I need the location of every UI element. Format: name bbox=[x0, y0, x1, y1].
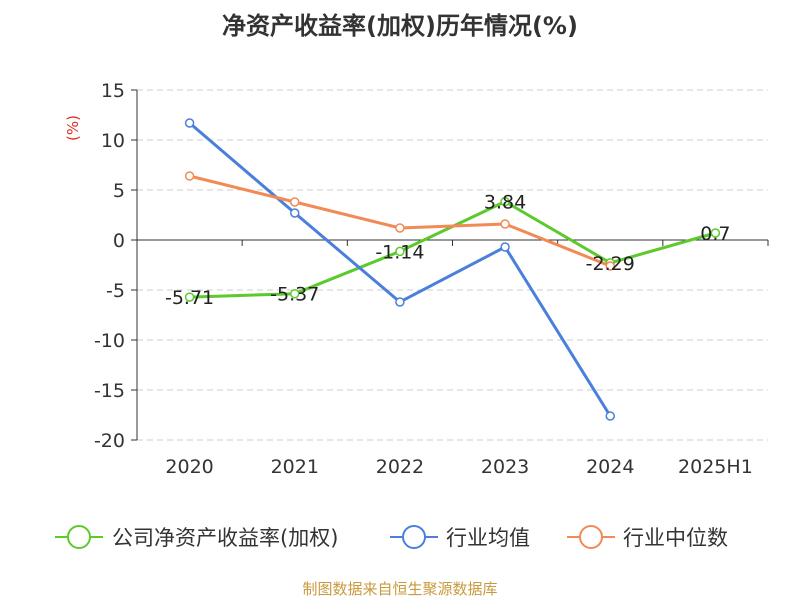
x-tick-label: 2020 bbox=[165, 456, 213, 478]
data-point-0 bbox=[184, 292, 195, 302]
y-tick-label: -15 bbox=[94, 380, 125, 402]
series-line-0 bbox=[189, 199, 716, 299]
data-point-0 bbox=[500, 196, 510, 207]
legend-marker bbox=[67, 525, 91, 549]
y-tick-label: 10 bbox=[101, 130, 125, 152]
y-tick-label: -5 bbox=[106, 280, 125, 302]
y-axis-label: (%) bbox=[64, 115, 82, 141]
data-point-2 bbox=[605, 261, 615, 271]
data-point-0 bbox=[395, 246, 405, 257]
x-tick-label: 2022 bbox=[376, 456, 424, 478]
legend-label: 行业中位数 bbox=[623, 526, 728, 550]
data-label: -5.71 bbox=[165, 287, 214, 309]
source-footer: 制图数据来自恒生聚源数据库 bbox=[302, 580, 498, 598]
x-tick-label: 2024 bbox=[586, 456, 634, 478]
legend-label: 行业均值 bbox=[446, 526, 530, 550]
legend: 公司净资产收益率(加权) 行业均值 行业中位数 bbox=[55, 525, 728, 550]
y-tick-label: 5 bbox=[113, 180, 125, 202]
grid-lines bbox=[137, 89, 768, 441]
x-tick-label: 2023 bbox=[481, 456, 529, 478]
data-point-2 bbox=[395, 223, 405, 233]
x-tick-label: 2025H1 bbox=[678, 456, 753, 478]
legend-item: 行业中位数 bbox=[567, 525, 728, 550]
data-labels: -5.71 -5.37 -1.14 3.84 -2.29 0.7 bbox=[165, 192, 731, 310]
legend-marker bbox=[579, 525, 603, 549]
y-tick-label: -10 bbox=[94, 330, 125, 352]
axes: 15 10 5 0 -5 -10 -15 -20 2020 2021 2022 2023 2024 202… bbox=[94, 80, 769, 478]
y-tick-label: 0 bbox=[113, 230, 125, 252]
data-point-1 bbox=[290, 208, 300, 218]
data-point-1 bbox=[500, 242, 510, 252]
y-tick-label: 15 bbox=[101, 80, 125, 102]
legend-item: 行业均值 bbox=[390, 525, 530, 550]
data-label: 0.7 bbox=[700, 223, 730, 245]
legend-item: 公司净资产收益率(加权) bbox=[55, 525, 338, 550]
data-point-0 bbox=[710, 228, 721, 238]
data-label: 3.84 bbox=[484, 192, 526, 214]
legend-label: 公司净资产收益率(加权) bbox=[112, 526, 338, 550]
series-lines bbox=[184, 118, 721, 421]
data-label: -2.29 bbox=[586, 253, 635, 275]
series-line-1 bbox=[188, 121, 612, 417]
data-point-2 bbox=[184, 171, 195, 181]
data-label: -1.14 bbox=[375, 241, 424, 263]
data-point-2 bbox=[500, 219, 510, 229]
y-tick-label: -20 bbox=[94, 430, 125, 452]
chart-title: 净资产收益率(加权)历年情况(%) bbox=[222, 12, 578, 40]
data-point-1 bbox=[605, 411, 615, 421]
legend-marker bbox=[402, 525, 426, 549]
x-tick-label: 2021 bbox=[271, 456, 319, 478]
data-point-0 bbox=[290, 288, 300, 299]
data-point-1 bbox=[395, 297, 405, 307]
data-point-2 bbox=[290, 197, 300, 207]
data-label: -5.37 bbox=[270, 284, 319, 306]
data-point-1 bbox=[184, 118, 195, 128]
